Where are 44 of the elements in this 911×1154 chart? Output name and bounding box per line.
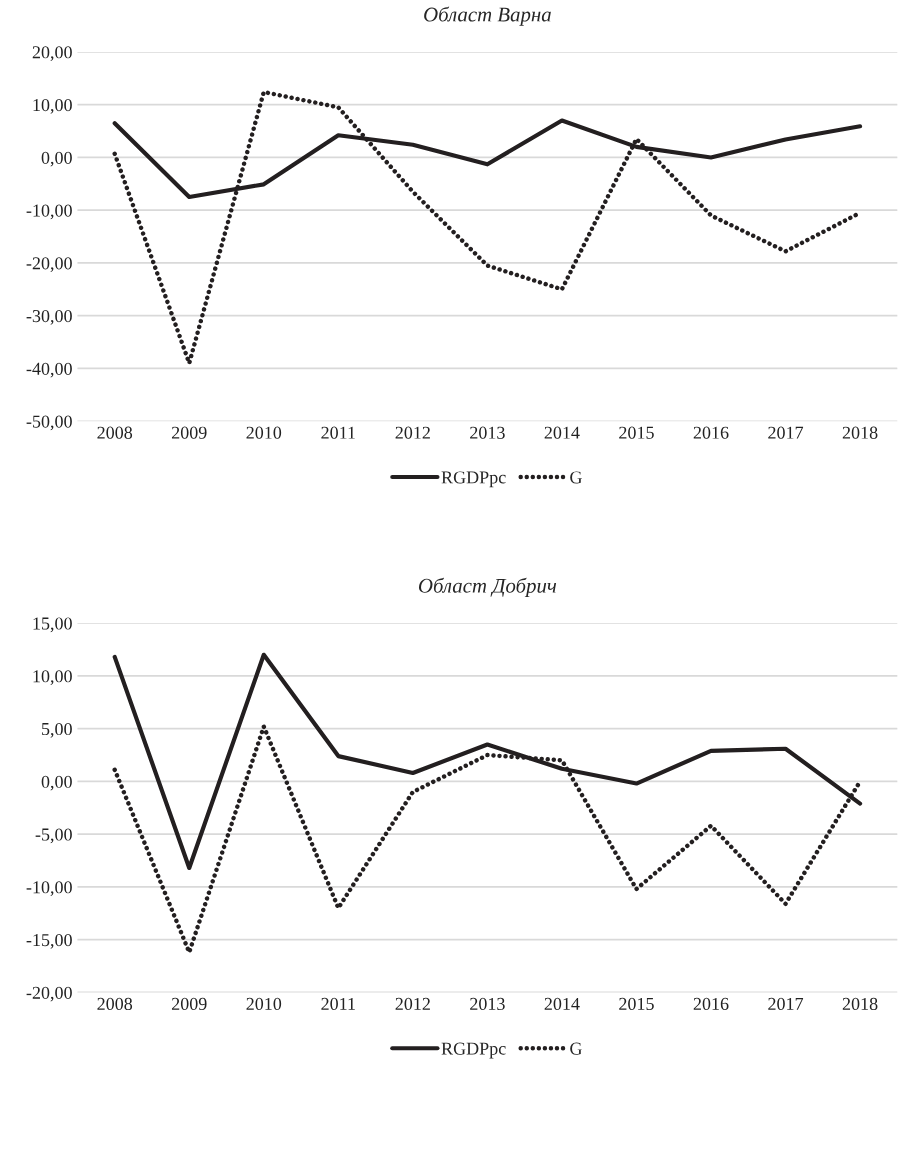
y-tick-label: 0,00 <box>41 151 72 167</box>
x-tick-label: 2018 <box>842 426 878 439</box>
x-tick-label: 2010 <box>246 426 282 439</box>
x-tick-label: 2011 <box>321 426 355 439</box>
x-tick-label: 2016 <box>693 426 729 439</box>
x-tick-label: 2018 <box>842 997 878 1011</box>
y-tick-label: -30,00 <box>26 309 72 325</box>
x-tick-label: 2013 <box>470 426 505 439</box>
y-tick-label: -20,00 <box>26 986 72 1002</box>
x-tick-label: 2010 <box>246 997 282 1011</box>
x-tick-label: 2016 <box>693 997 729 1011</box>
y-tick-label: 10,00 <box>33 670 72 685</box>
chart-title: Област Добрич <box>418 577 557 598</box>
chart-title: Област Варна <box>424 6 551 26</box>
x-tick-label: 2008 <box>97 426 133 439</box>
y-tick-label: -10,00 <box>26 881 72 896</box>
x-tick-label: 2012 <box>395 997 430 1011</box>
x-tick-label: 2015 <box>619 426 654 439</box>
x-tick-label: 2009 <box>171 997 207 1011</box>
x-tick-label: 2013 <box>470 997 505 1011</box>
x-tick-label: 2015 <box>619 997 654 1011</box>
y-tick-label: 0,00 <box>41 775 72 791</box>
x-tick-label: 2009 <box>171 426 207 439</box>
legend-label: RGDPpc <box>441 1042 506 1059</box>
y-tick-label: -40,00 <box>26 362 72 378</box>
y-tick-label: -10,00 <box>26 204 72 220</box>
y-tick-label: 10,00 <box>33 98 72 114</box>
x-tick-label: 2014 <box>544 997 580 1011</box>
legend-label: G <box>570 471 582 484</box>
x-tick-label: 2017 <box>768 997 804 1011</box>
y-tick-label: -20,00 <box>26 257 72 272</box>
legend-label: G <box>570 1042 582 1055</box>
y-tick-label: 15,00 <box>33 617 72 633</box>
x-tick-label: 2014 <box>544 426 580 439</box>
x-tick-label: 2008 <box>97 997 133 1011</box>
legend-label: RGDPpc <box>441 471 506 488</box>
x-tick-label: 2017 <box>768 426 804 439</box>
x-tick-label: 2012 <box>395 426 430 439</box>
y-tick-label: -50,00 <box>26 415 72 431</box>
y-tick-label: -5,00 <box>35 828 72 844</box>
x-tick-label: 2011 <box>321 997 355 1011</box>
y-tick-label: -15,00 <box>26 933 72 949</box>
y-tick-label: 5,00 <box>42 722 72 738</box>
y-tick-label: 20,00 <box>32 46 72 61</box>
